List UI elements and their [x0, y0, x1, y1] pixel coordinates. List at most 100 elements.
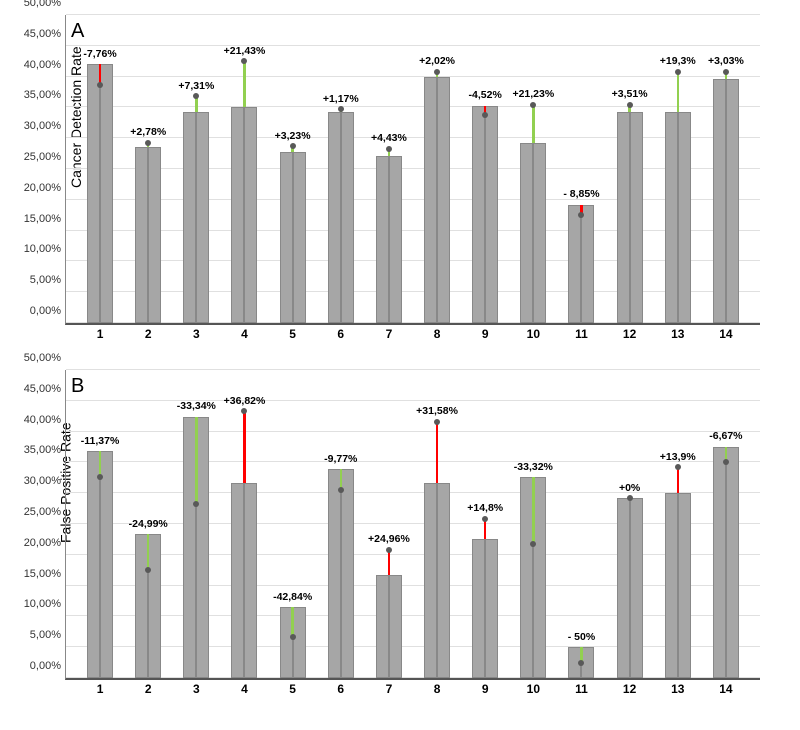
bars-area-b: -11,37%1-24,99%2-33,34%3+36,82%4-42,84%5… — [66, 370, 760, 678]
y-tick-label: 5,00% — [30, 274, 66, 286]
dot-marker — [530, 102, 536, 108]
diff-label: +1,17% — [323, 93, 359, 105]
y-tick-label: 45,00% — [24, 383, 66, 395]
x-tick-label: 2 — [145, 678, 152, 696]
diff-label: - 50% — [568, 631, 595, 643]
bar-secondary — [293, 152, 306, 323]
dot-marker — [386, 146, 392, 152]
diff-label: -7,76% — [83, 48, 116, 60]
dot-marker — [97, 474, 103, 480]
bar-secondary — [678, 493, 691, 678]
bar-secondary — [678, 112, 691, 323]
bar-secondary — [148, 147, 161, 323]
bar-baseline — [713, 79, 726, 323]
bar-group: -6,67%14 — [702, 370, 750, 678]
bar-group: +24,96%7 — [365, 370, 413, 678]
bar-secondary — [533, 477, 546, 678]
x-tick-label: 11 — [575, 323, 588, 341]
diff-label: +36,82% — [224, 395, 266, 407]
dot-marker — [578, 660, 584, 666]
bar-secondary — [630, 112, 643, 323]
dot-marker — [290, 634, 296, 640]
bar-baseline — [280, 152, 293, 323]
bar-group: +3,23%5 — [269, 15, 317, 323]
x-tick-label: 6 — [337, 323, 344, 341]
diff-label: +19,3% — [660, 55, 696, 67]
y-tick-label: 40,00% — [24, 59, 66, 71]
x-tick-label: 1 — [97, 678, 104, 696]
bar-secondary — [485, 539, 498, 678]
x-tick-label: 10 — [527, 678, 540, 696]
x-tick-label: 2 — [145, 323, 152, 341]
x-tick-label: 3 — [193, 678, 200, 696]
bars-area-a: -7,76%1+2,78%2+7,31%3+21,43%4+3,23%5+1,1… — [66, 15, 760, 323]
bar-group: +0%12 — [606, 370, 654, 678]
x-tick-label: 5 — [289, 678, 296, 696]
bar-baseline — [617, 498, 630, 678]
x-tick-label: 8 — [434, 678, 441, 696]
chart-panel-a: Cancer Detection Rate A 0,00%5,00%10,00%… — [10, 10, 770, 350]
bar-group: -33,34%3 — [172, 370, 220, 678]
diff-label: +4,43% — [371, 132, 407, 144]
y-tick-label: 10,00% — [24, 243, 66, 255]
bar-baseline — [568, 205, 581, 323]
diff-line — [243, 61, 246, 107]
bar-baseline — [87, 451, 100, 678]
y-tick-label: 45,00% — [24, 28, 66, 40]
y-tick-label: 30,00% — [24, 475, 66, 487]
diff-line — [388, 550, 391, 575]
bar-secondary — [581, 205, 594, 323]
diff-line — [436, 422, 439, 484]
dot-marker — [723, 459, 729, 465]
x-tick-label: 4 — [241, 323, 248, 341]
diff-label: +13,9% — [660, 451, 696, 463]
y-tick-label: 20,00% — [24, 182, 66, 194]
diff-label: - 8,85% — [563, 188, 599, 200]
diff-label: +0% — [619, 482, 640, 494]
x-tick-label: 7 — [386, 323, 393, 341]
dot-marker — [723, 69, 729, 75]
x-tick-label: 8 — [434, 323, 441, 341]
y-tick-label: 20,00% — [24, 537, 66, 549]
bar-group: +31,58%8 — [413, 370, 461, 678]
y-tick-label: 30,00% — [24, 120, 66, 132]
y-tick-label: 25,00% — [24, 151, 66, 163]
diff-line — [532, 105, 535, 143]
x-tick-label: 9 — [482, 678, 489, 696]
y-tick-label: 5,00% — [30, 629, 66, 641]
bar-group: +3,51%12 — [606, 15, 654, 323]
y-tick-label: 35,00% — [24, 89, 66, 101]
bar-baseline — [665, 112, 678, 323]
bar-secondary — [437, 483, 450, 678]
bar-baseline — [617, 112, 630, 323]
x-tick-label: 4 — [241, 678, 248, 696]
bar-secondary — [485, 106, 498, 323]
dot-marker — [627, 495, 633, 501]
diff-label: +2,78% — [130, 126, 166, 138]
dot-marker — [530, 541, 536, 547]
y-tick-label: 10,00% — [24, 598, 66, 610]
diff-label: +3,23% — [275, 130, 311, 142]
bar-baseline — [520, 143, 533, 323]
bar-baseline — [183, 112, 196, 323]
bar-group: -4,52%9 — [461, 15, 509, 323]
x-tick-label: 14 — [719, 323, 732, 341]
bar-baseline — [713, 447, 726, 678]
diff-line — [243, 411, 246, 482]
dot-marker — [145, 140, 151, 146]
y-tick-label: 0,00% — [30, 660, 66, 672]
chart-panel-b: False Positive Rate B 0,00%5,00%10,00%15… — [10, 365, 770, 705]
dot-marker — [241, 408, 247, 414]
bar-secondary — [196, 417, 209, 678]
x-tick-label: 13 — [671, 323, 684, 341]
bar-secondary — [341, 112, 354, 323]
x-tick-label: 11 — [575, 678, 588, 696]
dot-marker — [434, 419, 440, 425]
dot-marker — [675, 69, 681, 75]
plot-area-b: B 0,00%5,00%10,00%15,00%20,00%25,00%30,0… — [65, 370, 760, 680]
bar-baseline — [472, 106, 485, 323]
diff-label: -11,37% — [81, 435, 120, 447]
bar-baseline — [424, 77, 437, 323]
bar-secondary — [100, 451, 113, 678]
bar-secondary — [100, 64, 113, 323]
